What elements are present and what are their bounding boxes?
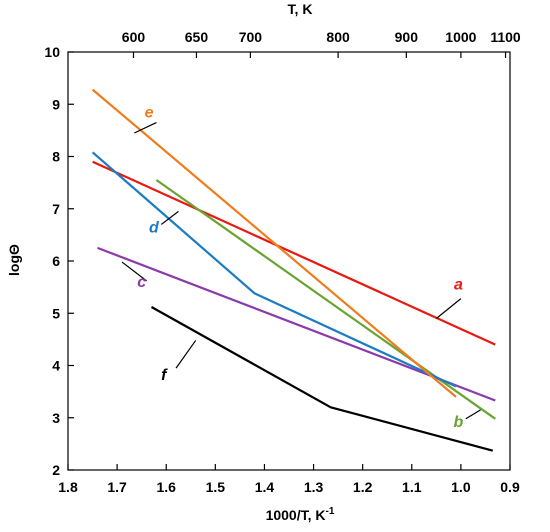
annotation-label-d: d [149, 219, 160, 236]
top-tick-label: 650 [185, 29, 209, 45]
series-line-f [150, 306, 494, 452]
y-tick-label: 5 [52, 305, 60, 321]
annotation-label-b: b [454, 414, 464, 431]
annotation-leader-f [175, 340, 197, 369]
annotation-label-f: f [161, 367, 168, 384]
x-tick-label: 0.9 [500, 479, 520, 495]
top-axis-title: T, K [288, 1, 313, 17]
x-tick-label: 1.5 [206, 479, 226, 495]
annotation-leader-e [134, 121, 157, 134]
top-tick-label: 1000 [445, 29, 476, 45]
y-tick-label: 8 [52, 149, 60, 165]
y-tick-label: 4 [52, 358, 60, 374]
x-tick-label: 1.0 [451, 479, 471, 495]
annotation-label-a: a [454, 277, 463, 294]
y-tick-label: 7 [52, 201, 60, 217]
y-tick-label: 2 [52, 462, 60, 478]
annotation-leader-c [121, 261, 147, 282]
x-tick-label: 1.4 [255, 479, 275, 495]
y-axis-title: logΘ [6, 244, 22, 276]
annotation-leader-a [435, 298, 462, 319]
x-axis-title-superscript: -1 [326, 506, 335, 517]
series-annotations: a b c d e f [121, 104, 481, 431]
series-line-b [155, 179, 496, 420]
annotation-leader-b [465, 409, 481, 420]
top-tick-label: 800 [326, 29, 350, 45]
x-tick-label: 1.8 [58, 479, 78, 495]
y-tick-label: 6 [52, 253, 60, 269]
series-line-e [91, 88, 457, 398]
x-tick-label: 1.2 [353, 479, 373, 495]
top-tick-label: 700 [239, 29, 263, 45]
top-tick-label: 900 [395, 29, 419, 45]
series-line-a [92, 160, 496, 346]
x-tick-label: 1.7 [107, 479, 127, 495]
annotation-label-e: e [145, 104, 154, 121]
series-line-d [91, 151, 457, 388]
y-tick-label: 9 [52, 96, 60, 112]
top-tick-label: 1100 [490, 29, 521, 45]
x-axis-title: 1000/T, K-1 [266, 506, 335, 523]
top-axis-ticks: 600 650 700 800 900 1000 1100 [122, 29, 521, 58]
top-tick-label: 600 [122, 29, 146, 45]
x-tick-label: 1.6 [156, 479, 176, 495]
y-axis-ticks: 2 3 4 5 6 7 8 9 10 [44, 44, 74, 478]
x-axis-ticks: 1.8 1.7 1.6 1.5 1.4 1.3 1.2 1.1 1.0 0.9 [58, 464, 520, 495]
x-tick-label: 1.1 [402, 479, 422, 495]
y-tick-label: 3 [52, 410, 60, 426]
annotation-leader-d [160, 210, 179, 225]
x-tick-label: 1.3 [304, 479, 324, 495]
y-tick-label: 10 [44, 44, 60, 60]
annotation-label-c: c [137, 274, 146, 291]
series-lines [91, 88, 496, 452]
